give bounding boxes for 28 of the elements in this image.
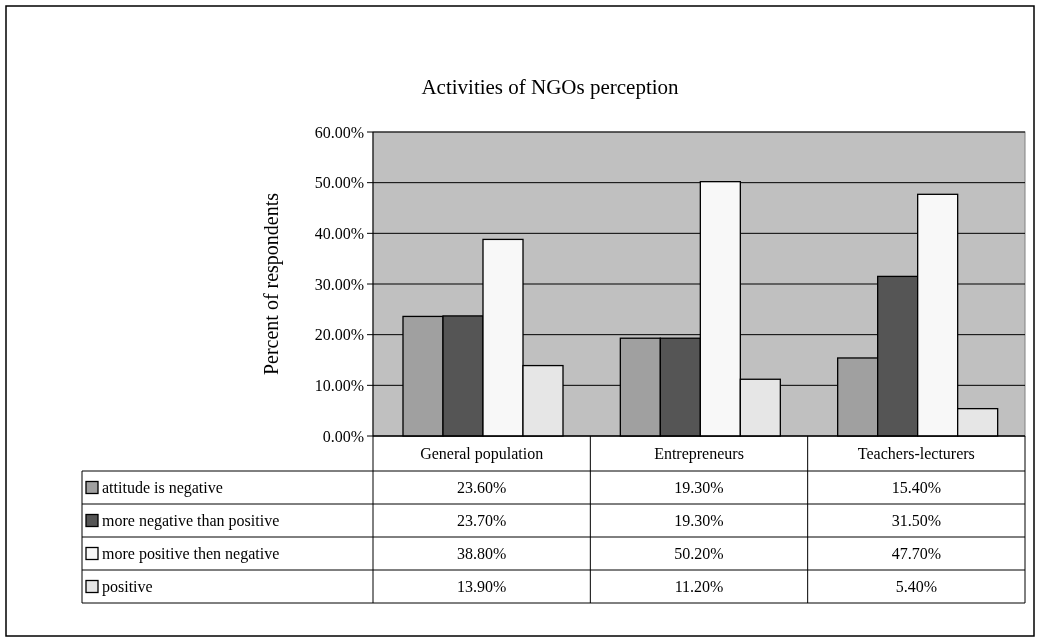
- data-label: 13.90%: [457, 578, 507, 596]
- x-tick-label: General population: [420, 445, 544, 464]
- data-label: 47.70%: [891, 545, 941, 563]
- data-label: 38.80%: [457, 545, 507, 563]
- data-label: 5.40%: [895, 578, 937, 596]
- data-label: 50.20%: [674, 545, 724, 563]
- data-label: 19.30%: [674, 512, 724, 530]
- y-tick-label: 50.00%: [314, 174, 364, 192]
- legend-label: more negative than positive: [102, 512, 280, 531]
- y-tick-label: 60.00%: [314, 123, 364, 141]
- data-label: 23.70%: [457, 512, 507, 530]
- data-label: 23.60%: [457, 479, 507, 497]
- y-tick-label: 20.00%: [314, 326, 364, 344]
- legend-label: attitude is negative: [102, 479, 223, 498]
- y-tick-label: 0.00%: [322, 427, 364, 445]
- y-tick-label: 10.00%: [314, 376, 364, 394]
- chart-title: Activities of NGOs perception: [421, 75, 680, 99]
- data-label: 19.30%: [674, 479, 724, 497]
- x-tick-label: Teachers-lecturers: [857, 445, 975, 463]
- legend-label: positive: [102, 578, 153, 597]
- data-label: 31.50%: [891, 512, 941, 530]
- y-axis-title: Percent of respondents: [260, 192, 283, 376]
- y-tick-label: 30.00%: [314, 275, 364, 293]
- data-label: 11.20%: [674, 578, 724, 596]
- x-tick-label: Entrepreneurs: [654, 445, 744, 464]
- y-tick-label: 40.00%: [314, 224, 364, 242]
- legend-label: more positive then negative: [102, 545, 280, 564]
- data-label: 15.40%: [891, 479, 941, 497]
